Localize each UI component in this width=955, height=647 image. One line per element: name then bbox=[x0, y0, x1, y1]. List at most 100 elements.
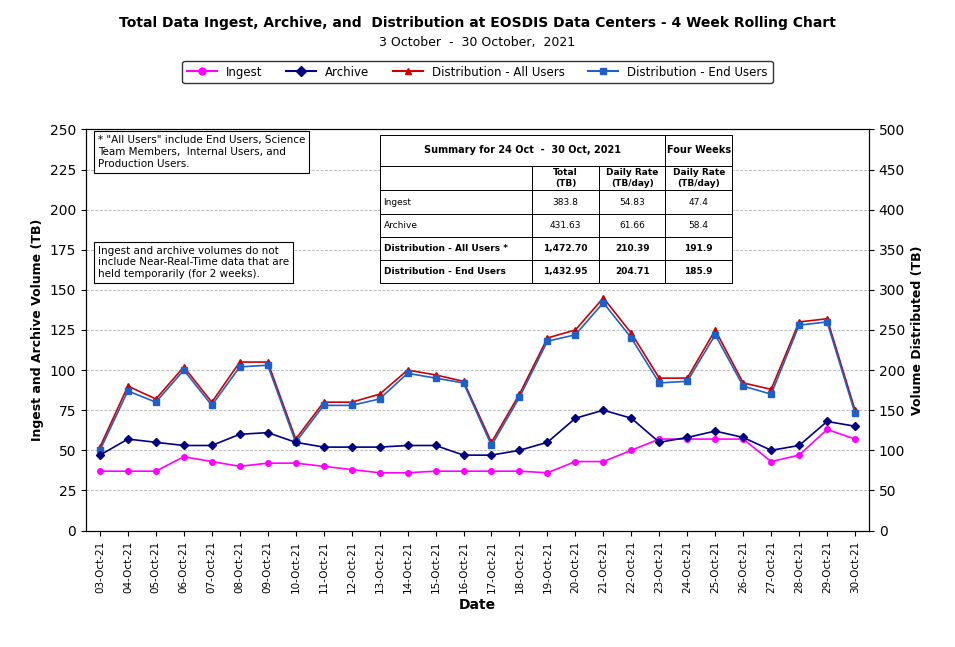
Archive bbox=[682, 433, 693, 441]
Distribution - All Users bbox=[541, 334, 553, 342]
Distribution - End Users bbox=[794, 322, 805, 329]
Line: Distribution - All Users: Distribution - All Users bbox=[97, 295, 858, 450]
Distribution - All Users bbox=[457, 377, 469, 385]
Distribution - All Users bbox=[514, 390, 525, 398]
Archive bbox=[794, 442, 805, 450]
Distribution - End Users bbox=[122, 387, 134, 395]
FancyBboxPatch shape bbox=[379, 260, 532, 283]
Distribution - All Users bbox=[737, 379, 749, 387]
Archive bbox=[626, 414, 637, 422]
Ingest bbox=[569, 457, 581, 465]
Distribution - End Users bbox=[178, 366, 189, 374]
Archive bbox=[710, 427, 721, 435]
Ingest bbox=[653, 435, 665, 443]
Archive bbox=[178, 442, 189, 450]
Distribution - End Users bbox=[569, 331, 581, 338]
Distribution - End Users bbox=[765, 390, 776, 398]
Ingest bbox=[206, 457, 218, 465]
Ingest bbox=[234, 463, 245, 470]
FancyBboxPatch shape bbox=[666, 260, 732, 283]
Archive bbox=[95, 451, 106, 459]
Distribution - End Users bbox=[346, 402, 357, 410]
Text: * "All Users" include End Users, Science
Team Members,  Internal Users, and
Prod: * "All Users" include End Users, Science… bbox=[97, 135, 305, 169]
Y-axis label: Volume Distributed (TB): Volume Distributed (TB) bbox=[911, 245, 923, 415]
Archive bbox=[290, 439, 302, 446]
Archive bbox=[150, 439, 161, 446]
Ingest bbox=[150, 467, 161, 475]
Ingest bbox=[262, 459, 273, 467]
Archive bbox=[737, 433, 749, 441]
Distribution - End Users bbox=[653, 379, 665, 387]
Line: Distribution - End Users: Distribution - End Users bbox=[97, 300, 858, 453]
FancyBboxPatch shape bbox=[532, 237, 599, 260]
Distribution - All Users bbox=[122, 382, 134, 390]
Text: 3 October  -  30 October,  2021: 3 October - 30 October, 2021 bbox=[379, 36, 576, 49]
Text: 54.83: 54.83 bbox=[619, 197, 645, 206]
Archive bbox=[821, 417, 833, 425]
Distribution - All Users bbox=[234, 358, 245, 366]
Distribution - End Users bbox=[373, 395, 385, 403]
Distribution - End Users bbox=[737, 382, 749, 390]
Distribution - All Users bbox=[710, 326, 721, 334]
Distribution - End Users bbox=[457, 379, 469, 387]
Distribution - End Users bbox=[682, 377, 693, 385]
Ingest bbox=[178, 453, 189, 461]
Text: Daily Rate
(TB/day): Daily Rate (TB/day) bbox=[672, 168, 725, 188]
Ingest bbox=[541, 469, 553, 477]
Text: 1,432.95: 1,432.95 bbox=[543, 267, 588, 276]
Distribution - End Users bbox=[514, 393, 525, 401]
Y-axis label: Ingest and Archive Volume (TB): Ingest and Archive Volume (TB) bbox=[32, 219, 44, 441]
Distribution - All Users bbox=[794, 318, 805, 326]
FancyBboxPatch shape bbox=[532, 260, 599, 283]
Text: 1,472.70: 1,472.70 bbox=[543, 244, 588, 253]
Archive bbox=[234, 430, 245, 438]
FancyBboxPatch shape bbox=[379, 166, 532, 190]
Archive bbox=[206, 442, 218, 450]
Ingest bbox=[626, 446, 637, 454]
Ingest bbox=[486, 467, 498, 475]
FancyBboxPatch shape bbox=[532, 214, 599, 237]
Archive bbox=[849, 422, 860, 430]
Distribution - All Users bbox=[318, 399, 329, 406]
Distribution - End Users bbox=[710, 331, 721, 338]
FancyBboxPatch shape bbox=[379, 237, 532, 260]
Text: 185.9: 185.9 bbox=[685, 267, 713, 276]
Archive bbox=[653, 439, 665, 446]
Distribution - End Users bbox=[402, 369, 414, 377]
Text: 431.63: 431.63 bbox=[550, 221, 582, 230]
Distribution - End Users bbox=[262, 362, 273, 369]
Archive bbox=[430, 442, 441, 450]
Text: Ingest and archive volumes do not
include Near-Real-Time data that are
held temp: Ingest and archive volumes do not includ… bbox=[97, 246, 288, 279]
FancyBboxPatch shape bbox=[599, 214, 666, 237]
Distribution - End Users bbox=[486, 442, 498, 450]
Text: 210.39: 210.39 bbox=[615, 244, 649, 253]
FancyBboxPatch shape bbox=[379, 214, 532, 237]
FancyBboxPatch shape bbox=[599, 237, 666, 260]
Line: Archive: Archive bbox=[97, 408, 858, 458]
Ingest bbox=[514, 467, 525, 475]
Ingest bbox=[598, 457, 609, 465]
Distribution - All Users bbox=[765, 386, 776, 393]
Ingest bbox=[765, 457, 776, 465]
Text: Archive: Archive bbox=[384, 221, 417, 230]
Distribution - All Users bbox=[430, 371, 441, 378]
Legend: Ingest, Archive, Distribution - All Users, Distribution - End Users: Ingest, Archive, Distribution - All User… bbox=[182, 61, 773, 83]
Distribution - All Users bbox=[849, 406, 860, 414]
FancyBboxPatch shape bbox=[532, 190, 599, 214]
Archive bbox=[457, 451, 469, 459]
Text: Total
(TB): Total (TB) bbox=[553, 168, 578, 188]
Distribution - All Users bbox=[373, 390, 385, 398]
Distribution - End Users bbox=[318, 402, 329, 410]
Text: Total Data Ingest, Archive, and  Distribution at EOSDIS Data Centers - 4 Week Ro: Total Data Ingest, Archive, and Distribu… bbox=[119, 16, 836, 30]
Distribution - All Users bbox=[486, 439, 498, 446]
Archive bbox=[765, 446, 776, 454]
Archive bbox=[569, 414, 581, 422]
FancyBboxPatch shape bbox=[379, 135, 666, 166]
FancyBboxPatch shape bbox=[666, 135, 732, 166]
Distribution - All Users bbox=[821, 315, 833, 323]
Archive bbox=[373, 443, 385, 451]
FancyBboxPatch shape bbox=[666, 214, 732, 237]
Text: Distribution - All Users *: Distribution - All Users * bbox=[384, 244, 507, 253]
Text: 58.4: 58.4 bbox=[689, 221, 709, 230]
Distribution - All Users bbox=[206, 399, 218, 406]
